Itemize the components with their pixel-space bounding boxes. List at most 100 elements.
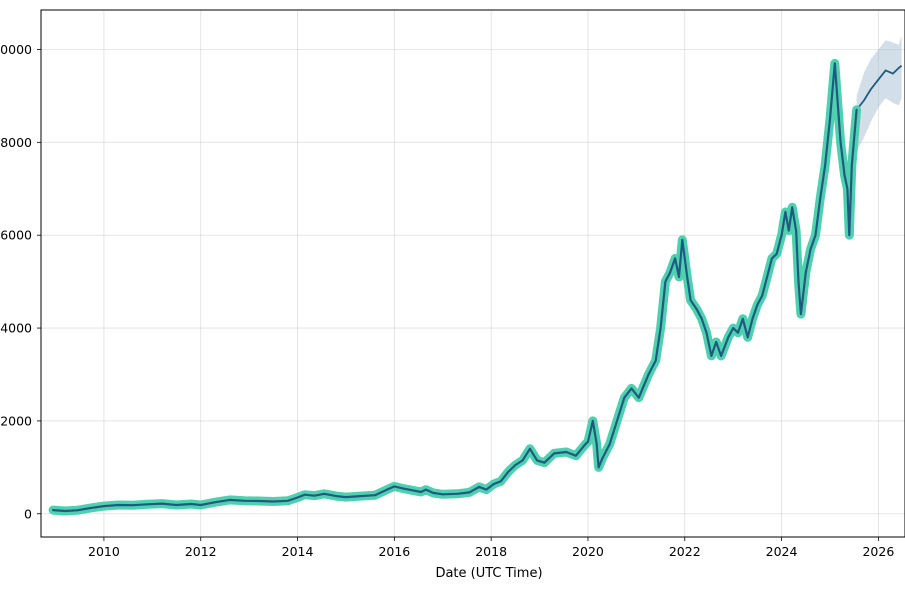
data-point xyxy=(88,507,91,510)
data-point xyxy=(637,396,640,399)
data-point xyxy=(117,504,120,506)
history-line xyxy=(52,62,858,513)
data-point xyxy=(272,500,275,503)
data-point xyxy=(536,459,538,462)
data-point xyxy=(737,331,739,334)
data-point xyxy=(441,493,444,496)
data-point xyxy=(819,197,822,199)
x-tick-label: 2016 xyxy=(378,544,410,559)
data-point xyxy=(791,206,794,209)
x-tick-label: 2022 xyxy=(669,544,701,559)
data-point xyxy=(705,331,708,334)
data-point xyxy=(103,505,105,507)
x-tick-label: 2010 xyxy=(88,544,120,559)
x-axis-title: Date (UTC Time) xyxy=(435,566,542,581)
data-point xyxy=(345,496,347,498)
data-point xyxy=(296,496,299,499)
data-point xyxy=(597,466,600,469)
data-point xyxy=(700,317,703,320)
forecast-band xyxy=(855,35,903,152)
data-point xyxy=(575,454,577,457)
data-point xyxy=(608,443,611,445)
data-point xyxy=(468,491,471,494)
data-point xyxy=(214,501,217,504)
data-point xyxy=(386,488,388,491)
data-point xyxy=(591,420,594,422)
x-tick-label: 2012 xyxy=(185,544,217,559)
forecast-confidence-band xyxy=(856,35,902,152)
y-axis: 0 2000 4000 6000 8000 10000 xyxy=(0,42,41,521)
plot-frame xyxy=(40,9,905,538)
data-point xyxy=(303,493,306,496)
data-point xyxy=(720,355,722,357)
data-point xyxy=(403,487,405,490)
data-point xyxy=(228,499,231,501)
data-point xyxy=(456,492,459,495)
data-point xyxy=(689,299,692,302)
data-point xyxy=(175,504,178,506)
data-point xyxy=(161,502,163,505)
data-point xyxy=(855,108,858,111)
data-point xyxy=(836,95,839,97)
data-point xyxy=(76,509,79,512)
data-point xyxy=(64,510,67,512)
y-tick-label: 6000 xyxy=(0,228,32,243)
data-point xyxy=(848,234,851,237)
data-point xyxy=(565,451,568,453)
data-point xyxy=(313,494,316,497)
data-point xyxy=(420,491,422,493)
data-point xyxy=(243,499,246,502)
data-point xyxy=(710,355,713,357)
data-point xyxy=(831,90,834,93)
data-point xyxy=(587,440,589,443)
y-tick-label: 0 xyxy=(24,506,32,521)
data-point xyxy=(432,492,434,494)
data-point xyxy=(595,443,598,445)
data-point xyxy=(492,483,495,485)
x-tick-label: 2026 xyxy=(862,544,894,559)
data-point xyxy=(775,252,778,255)
data-point xyxy=(478,486,480,488)
y-tick-label: 2000 xyxy=(0,413,32,428)
data-point xyxy=(814,234,817,237)
data-point xyxy=(839,141,842,144)
data-point xyxy=(654,359,657,362)
data-point xyxy=(696,308,698,311)
data-point xyxy=(756,303,759,306)
x-tick-label: 2014 xyxy=(282,544,314,559)
data-point xyxy=(681,238,684,241)
data-point xyxy=(630,387,633,390)
data-point xyxy=(485,488,488,491)
data-point xyxy=(335,495,338,497)
data-point xyxy=(746,336,749,339)
data-point xyxy=(393,485,396,488)
y-tick-label: 4000 xyxy=(0,321,32,336)
data-point xyxy=(623,396,626,399)
data-point xyxy=(521,459,524,462)
x-axis: 2010 2012 2014 2016 2018 2020 2022 2024 2026 xyxy=(88,537,894,559)
data-point xyxy=(659,327,662,329)
data-point xyxy=(287,499,289,502)
data-point xyxy=(52,509,54,511)
forecast-line xyxy=(855,64,903,111)
data-point xyxy=(771,257,773,260)
data-point xyxy=(787,229,790,232)
data-point xyxy=(199,504,202,506)
data-point xyxy=(424,488,427,491)
history-range-band xyxy=(48,58,862,516)
data-point xyxy=(809,248,812,251)
data-point xyxy=(784,211,787,213)
y-tick-label: 10000 xyxy=(0,42,32,57)
data-point xyxy=(843,173,846,176)
data-point xyxy=(374,494,376,497)
data-point xyxy=(797,280,800,283)
data-point xyxy=(829,118,831,120)
grid xyxy=(41,10,905,537)
history-series xyxy=(48,58,862,516)
data-point xyxy=(507,471,509,473)
data-point xyxy=(761,294,764,297)
data-point xyxy=(190,503,193,505)
data-point xyxy=(766,276,768,278)
data-point xyxy=(323,492,326,495)
